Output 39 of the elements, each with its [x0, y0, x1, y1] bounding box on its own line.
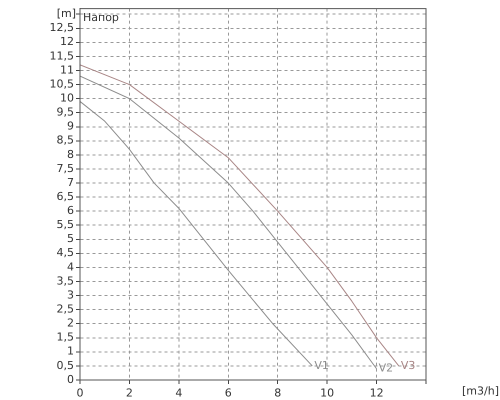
y-tick-label: 2 [67, 316, 74, 330]
y-tick-label: 7 [67, 176, 74, 189]
y-tick-label: 2,5 [56, 302, 74, 316]
y-tick-label: 4,5 [56, 246, 74, 260]
y-tick-label: 5 [67, 232, 74, 246]
x-tick-label: 2 [126, 386, 133, 400]
y-tick-label: 6,5 [56, 190, 74, 203]
y-tick-label: 7,5 [56, 162, 74, 175]
series-label: V1 [314, 358, 329, 372]
y-tick-label: 3 [67, 288, 74, 302]
x-tick-label: 12 [370, 386, 384, 400]
y-tick-label: 12 [60, 35, 74, 48]
y-tick-label: 10,5 [50, 77, 74, 90]
y-tick-label: 0,5 [56, 358, 74, 372]
y-axis-title: [m] [56, 7, 76, 20]
y-tick-label: 5,5 [56, 218, 74, 232]
y-tick-label: 8,5 [56, 134, 74, 147]
y-tick-label: 10 [60, 91, 74, 104]
annotation: Напор [83, 10, 119, 24]
series-label: V3 [400, 358, 416, 372]
y-tick-label: 0 [67, 372, 74, 386]
y-tick-label: 8 [67, 148, 74, 161]
series-label: V2 [378, 362, 394, 375]
y-tick-label: 11 [60, 63, 74, 76]
y-tick-label: 4 [67, 260, 74, 274]
x-tick-label: 6 [224, 386, 232, 400]
y-tick-label: 3,5 [56, 274, 74, 288]
y-tick-label: 1,5 [56, 330, 74, 344]
y-tick-label: 9 [67, 120, 74, 133]
x-axis-title: [m3/h] [462, 384, 499, 398]
x-tick-label: 0 [76, 386, 84, 400]
y-tick-label: 1 [67, 344, 74, 358]
y-tick-label: 6 [67, 204, 74, 218]
y-tick-label: 9,5 [56, 106, 74, 119]
y-tick-label: 11,5 [50, 49, 74, 62]
y-tick-label: 12,5 [50, 21, 74, 34]
x-tick-label: 4 [175, 386, 182, 400]
x-tick-label: 10 [320, 386, 334, 400]
x-tick-label: 8 [274, 386, 282, 400]
